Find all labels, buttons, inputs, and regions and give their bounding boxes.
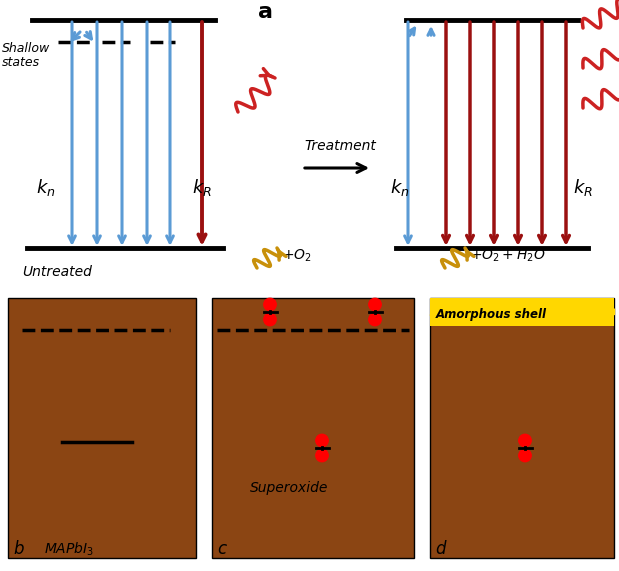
Text: $k_R$: $k_R$: [573, 178, 593, 199]
Circle shape: [316, 449, 328, 462]
Circle shape: [369, 298, 381, 311]
Text: a: a: [258, 2, 273, 22]
Text: $k_n$: $k_n$: [390, 178, 410, 199]
Circle shape: [264, 313, 276, 325]
Text: $+O_2$: $+O_2$: [282, 248, 312, 264]
Bar: [430, 298, 614, 326]
Circle shape: [369, 313, 381, 325]
Circle shape: [519, 449, 531, 462]
Circle shape: [264, 298, 276, 311]
Text: b: b: [13, 540, 24, 558]
Bar: [212, 298, 414, 558]
Text: Amorphous shell: Amorphous shell: [436, 308, 547, 321]
Text: states: states: [2, 57, 40, 70]
Text: Superoxide: Superoxide: [250, 481, 328, 495]
Bar: [430, 298, 614, 558]
Circle shape: [519, 435, 531, 447]
Text: $+O_2+H_2O$: $+O_2+H_2O$: [470, 248, 545, 264]
Text: $MAPbI_3$: $MAPbI_3$: [44, 541, 94, 558]
Text: c: c: [217, 540, 226, 558]
Text: $k_R$: $k_R$: [192, 178, 212, 199]
Text: d: d: [435, 540, 446, 558]
Text: $k_n$: $k_n$: [36, 178, 56, 199]
Circle shape: [316, 435, 328, 447]
Text: Shallow: Shallow: [2, 42, 50, 54]
Text: Untreated: Untreated: [22, 265, 92, 279]
Bar: [8, 298, 196, 558]
Text: Treatment: Treatment: [304, 139, 376, 153]
